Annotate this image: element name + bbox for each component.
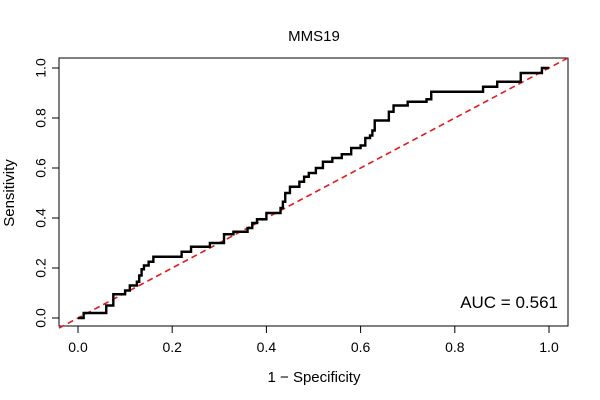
- roc-curve-line: [78, 66, 549, 320]
- y-tick-label: 0.0: [33, 308, 49, 328]
- y-axis-title: Sensitivity: [1, 159, 18, 227]
- x-tick-label: 0.0: [68, 339, 88, 355]
- chart-title: MMS19: [288, 28, 340, 45]
- x-tick-label: 1.0: [539, 339, 559, 355]
- y-axis: 0.0 0.2 0.4 0.6 0.8 1.0: [33, 58, 60, 328]
- y-tick-label: 1.0: [33, 58, 49, 78]
- x-tick-label: 0.4: [257, 339, 277, 355]
- y-tick-label: 0.8: [33, 108, 49, 128]
- y-tick-label: 0.2: [33, 258, 49, 278]
- y-tick-label: 0.6: [33, 158, 49, 178]
- reference-diagonal-line: [58, 57, 569, 329]
- y-tick-label: 0.4: [33, 208, 49, 228]
- x-tick-label: 0.2: [162, 339, 182, 355]
- x-tick-label: 0.6: [351, 339, 371, 355]
- x-axis-title: 1 − Specificity: [268, 369, 361, 386]
- x-axis: 0.0 0.2 0.4 0.6 0.8 1.0: [68, 325, 559, 355]
- x-tick-label: 0.8: [445, 339, 465, 355]
- auc-annotation: AUC = 0.561: [460, 293, 558, 312]
